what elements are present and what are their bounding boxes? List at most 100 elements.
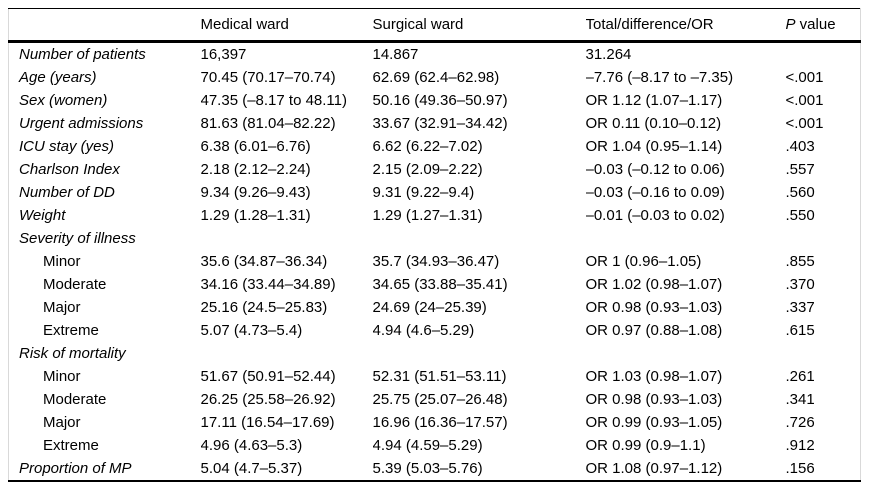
total-difference-or-value — [586, 227, 786, 250]
p-value-cell: .615 — [785, 322, 815, 339]
row-label: Major — [43, 299, 81, 316]
row-label: ICU stay (yes) — [19, 138, 115, 155]
row-label: Moderate — [43, 276, 107, 293]
surgical-ward-value: 2.15 (2.09–2.22) — [372, 161, 483, 178]
total-difference-or-value: OR 1.08 (0.97–1.12) — [585, 460, 723, 477]
p-value-cell: .370 — [785, 276, 815, 293]
total-difference-or-value: OR 1.03 (0.98–1.07) — [585, 368, 723, 385]
table-row: Severity of illness — [9, 227, 861, 250]
row-label: Extreme — [43, 437, 99, 454]
p-value-italic-p: P — [785, 16, 796, 33]
total-difference-or-value: OR 1.12 (1.07–1.17) — [585, 92, 723, 109]
total-difference-or-value: OR 0.99 (0.9–1.1) — [585, 437, 706, 454]
p-value-cell: .403 — [785, 138, 815, 155]
p-value-cell: .912 — [785, 437, 815, 454]
p-value-cell — [786, 342, 861, 365]
surgical-ward-value — [373, 227, 586, 250]
medical-ward-value: 2.18 (2.12–2.24) — [200, 161, 311, 178]
total-difference-or-value: –0.01 (–0.03 to 0.02) — [585, 207, 725, 224]
surgical-ward-value: 4.94 (4.6–5.29) — [372, 322, 475, 339]
p-value-cell: .341 — [785, 391, 815, 408]
total-difference-or-value: OR 1.04 (0.95–1.14) — [585, 138, 723, 155]
total-difference-or-value: –0.03 (–0.16 to 0.09) — [585, 184, 725, 201]
medical-ward-value — [201, 227, 373, 250]
medical-ward-value: 6.38 (6.01–6.76) — [200, 138, 311, 155]
p-value-cell: <.001 — [785, 115, 824, 132]
surgical-ward-value: 6.62 (6.22–7.02) — [372, 138, 483, 155]
row-label: Charlson Index — [19, 161, 120, 178]
table-row: Weight 1.29 (1.28–1.31) 1.29 (1.27–1.31)… — [9, 204, 861, 227]
row-label: Proportion of MP — [19, 460, 132, 477]
p-value-cell: <.001 — [785, 69, 824, 86]
p-value-cell: .855 — [785, 253, 815, 270]
row-label: Number of DD — [19, 184, 115, 201]
total-difference-or-value: OR 1 (0.96–1.05) — [585, 253, 702, 270]
row-label: Age (years) — [19, 69, 97, 86]
total-difference-or-value — [586, 342, 786, 365]
surgical-ward-value — [373, 342, 586, 365]
row-label: Severity of illness — [19, 230, 136, 247]
medical-ward-value: 16,397 — [200, 46, 247, 63]
total-difference-or-value: 31.264 — [585, 46, 632, 63]
medical-ward-value: 47.35 (–8.17 to 48.11) — [200, 92, 348, 109]
surgical-ward-value: 5.39 (5.03–5.76) — [372, 460, 483, 477]
table-row: Age (years) 70.45 (70.17–70.74) 62.69 (6… — [9, 66, 861, 89]
column-header-p-value: P value — [786, 9, 861, 42]
total-difference-or-value: –0.03 (–0.12 to 0.06) — [585, 161, 725, 178]
row-label: Risk of mortality — [19, 345, 126, 362]
medical-ward-value: 5.04 (4.7–5.37) — [200, 460, 303, 477]
medical-ward-value: 4.96 (4.63–5.3) — [200, 437, 303, 454]
p-value-cell: .560 — [785, 184, 815, 201]
column-header-medical-ward: Medical ward — [200, 16, 289, 33]
row-label: Sex (women) — [19, 92, 108, 109]
medical-ward-value: 5.07 (4.73–5.4) — [200, 322, 303, 339]
table-row: Number of patients 16,397 14.867 31.264 — [9, 42, 861, 67]
row-label: Urgent admissions — [19, 115, 144, 132]
surgical-ward-value: 1.29 (1.27–1.31) — [372, 207, 483, 224]
p-value-cell: .156 — [785, 460, 815, 477]
table-row: Sex (women) 47.35 (–8.17 to 48.11) 50.16… — [9, 89, 861, 112]
p-value-cell: .557 — [785, 161, 815, 178]
medical-ward-value: 9.34 (9.26–9.43) — [200, 184, 311, 201]
table-row: Extreme 5.07 (4.73–5.4) 4.94 (4.6–5.29) … — [9, 319, 861, 342]
p-value-cell: <.001 — [785, 92, 824, 109]
row-label: Weight — [19, 207, 66, 224]
row-label: Moderate — [43, 391, 107, 408]
surgical-ward-value: 16.96 (16.36–17.57) — [372, 414, 508, 431]
p-value-cell: .261 — [785, 368, 815, 385]
total-difference-or-value: OR 0.97 (0.88–1.08) — [585, 322, 723, 339]
row-label: Number of patients — [19, 46, 146, 63]
p-value-rest: value — [795, 16, 836, 33]
table-row: Moderate 26.25 (25.58–26.92) 25.75 (25.0… — [9, 388, 861, 411]
surgical-ward-value: 33.67 (32.91–34.42) — [372, 115, 508, 132]
column-header-total-difference-or: Total/difference/OR — [585, 16, 714, 33]
column-header-blank — [9, 9, 201, 42]
table-row: Number of DD 9.34 (9.26–9.43) 9.31 (9.22… — [9, 181, 861, 204]
p-value-cell: .550 — [785, 207, 815, 224]
table-row: Major 17.11 (16.54–17.69) 16.96 (16.36–1… — [9, 411, 861, 434]
total-difference-or-value: –7.76 (–8.17 to –7.35) — [585, 69, 734, 86]
medical-ward-value: 70.45 (70.17–70.74) — [200, 69, 336, 86]
total-difference-or-value: OR 0.98 (0.93–1.03) — [585, 299, 723, 316]
surgical-ward-value: 24.69 (24–25.39) — [372, 299, 487, 316]
table-row: Minor 51.67 (50.91–52.44) 52.31 (51.51–5… — [9, 365, 861, 388]
total-difference-or-value: OR 1.02 (0.98–1.07) — [585, 276, 723, 293]
table-row: Urgent admissions 81.63 (81.04–82.22) 33… — [9, 112, 861, 135]
surgical-ward-value: 25.75 (25.07–26.48) — [372, 391, 508, 408]
ward-comparison-table: Medical ward Surgical ward Total/differe… — [8, 8, 861, 482]
p-value-cell: .726 — [785, 414, 815, 431]
surgical-ward-value: 9.31 (9.22–9.4) — [372, 184, 475, 201]
column-header-surgical-ward: Surgical ward — [372, 16, 464, 33]
table-row: Major 25.16 (24.5–25.83) 24.69 (24–25.39… — [9, 296, 861, 319]
table-header: Medical ward Surgical ward Total/differe… — [8, 9, 861, 42]
header-row: Medical ward Surgical ward Total/differe… — [8, 9, 861, 42]
medical-ward-value: 17.11 (16.54–17.69) — [200, 414, 335, 431]
medical-ward-value: 81.63 (81.04–82.22) — [200, 115, 336, 132]
surgical-ward-value: 35.7 (34.93–36.47) — [372, 253, 500, 270]
surgical-ward-value: 34.65 (33.88–35.41) — [372, 276, 508, 293]
table-row: Proportion of MP 5.04 (4.7–5.37) 5.39 (5… — [9, 457, 861, 481]
surgical-ward-value: 62.69 (62.4–62.98) — [372, 69, 500, 86]
surgical-ward-value: 4.94 (4.59–5.29) — [372, 437, 483, 454]
total-difference-or-value: OR 0.11 (0.10–0.12) — [585, 115, 722, 132]
